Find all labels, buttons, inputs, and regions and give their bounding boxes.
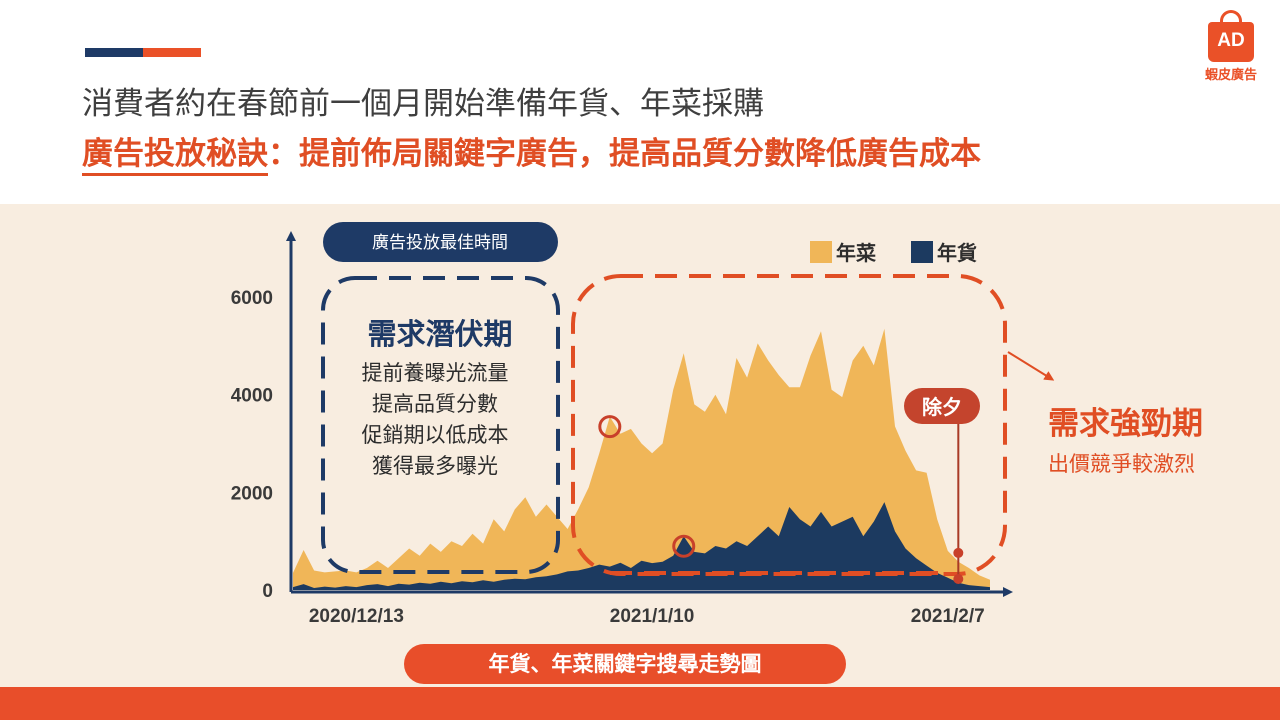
- latent-phase-title: 需求潛伏期: [367, 317, 512, 351]
- x-tick-label: 2021/2/7: [911, 606, 985, 627]
- best-time-pill: [323, 222, 558, 262]
- shopping-bag-icon: AD: [1208, 10, 1254, 62]
- y-tick-labels: 0 2000 4000 6000: [231, 288, 273, 602]
- highlight-circle-yearfood-peak: [598, 415, 622, 439]
- y-tick-label: 2000: [231, 483, 273, 504]
- y-tick-label: 4000: [231, 386, 273, 407]
- y-tick-label: 0: [262, 581, 273, 602]
- new-year-eve-dot-top: [953, 547, 964, 558]
- series-area-newyear-goods: [293, 502, 990, 590]
- latent-phase-line-3: 促銷期以低成本: [362, 423, 509, 447]
- legend-swatch-yearfood: [810, 241, 832, 263]
- best-time-label: 廣告投放最佳時間: [372, 233, 508, 253]
- page-subheadline: 廣告投放秘訣：提前佈局關鍵字廣告，提高品質分數降低廣告成本: [82, 128, 981, 176]
- chart-title-pill: [404, 644, 846, 684]
- latent-phase-line-2: 提高品質分數: [372, 392, 498, 416]
- x-tick-label: 2021/1/10: [610, 606, 695, 627]
- legend-swatch-newyear-goods: [911, 241, 933, 263]
- x-tick-label: 2020/12/13: [309, 606, 404, 627]
- logo-name: 蝦皮廣告: [1204, 68, 1257, 83]
- decor-bar-navy: [85, 48, 143, 57]
- bag-handle-icon: [1220, 10, 1242, 28]
- brand-logo: AD 蝦皮廣告: [1196, 10, 1266, 84]
- legend-label-yearfood: 年菜: [836, 241, 876, 265]
- new-year-eve-tag: [904, 388, 980, 424]
- page-headline: 消費者約在春節前一個月開始準備年貨、年菜採購: [82, 86, 764, 122]
- highlight-circle-goods-peak: [672, 534, 696, 558]
- new-year-eve-dot-bottom: [953, 574, 964, 584]
- latent-phase-line-4: 獲得最多曝光: [372, 454, 498, 478]
- decor-bar-orange: [143, 48, 201, 57]
- strong-phase-title: 需求強勁期: [1048, 406, 1203, 442]
- latent-phase-line-1: 提前養曝光流量: [362, 361, 509, 385]
- strong-phase-pointer: [1007, 351, 1055, 381]
- y-tick-label: 6000: [231, 288, 273, 309]
- latent-phase-box: [321, 276, 560, 574]
- footer-bar: [0, 687, 1280, 720]
- new-year-eve-label: 除夕: [922, 395, 962, 419]
- subheadline-rest: ：提前佈局關鍵字廣告，提高品質分數降低廣告成本: [268, 136, 981, 172]
- subheadline-highlight: 廣告投放秘訣: [82, 136, 268, 176]
- chart-title: 年貨、年菜關鍵字搜尋走勢圖: [489, 652, 762, 676]
- logo-badge: AD: [1217, 30, 1245, 51]
- legend-label-newyear-goods: 年貨: [937, 241, 977, 265]
- strong-phase-subtitle: 出價競爭較激烈: [1048, 452, 1195, 476]
- x-tick-labels: 2020/12/13 2021/1/10 2021/2/7: [309, 606, 985, 627]
